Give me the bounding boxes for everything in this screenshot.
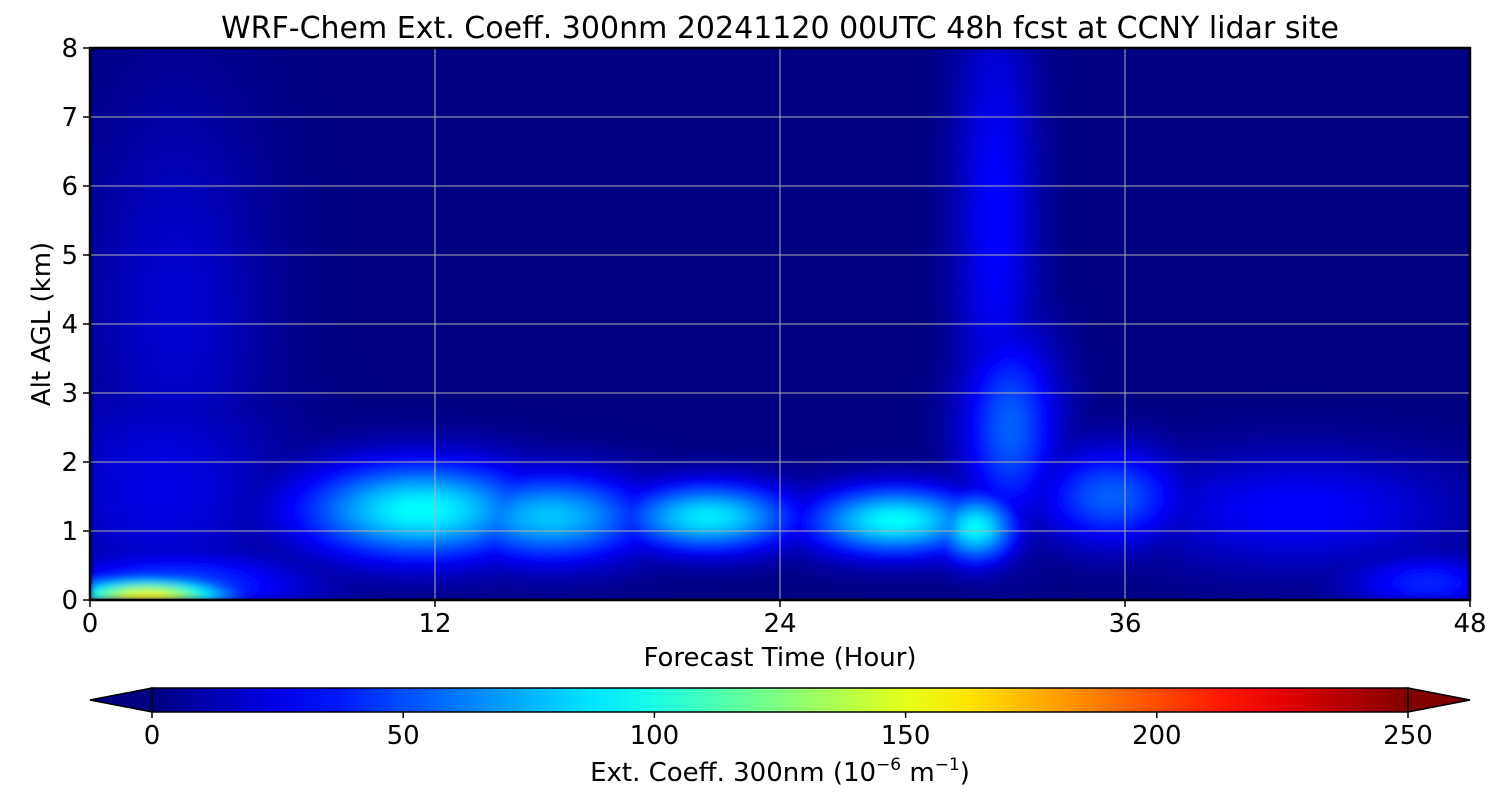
- colorbar-extend-min: [89, 687, 153, 713]
- y-axis-label: Alt AGL (km): [27, 242, 57, 406]
- y-tick-label: 8: [61, 34, 78, 64]
- x-tick-label: 0: [82, 609, 99, 639]
- colorbar-tick-label: 150: [881, 721, 931, 751]
- colorbar: 0 50 100 150 200 250 Ext. Coeff. 300nm (10−6 …: [89, 687, 1471, 788]
- x-tick-label: 48: [1453, 609, 1486, 639]
- y-axis-ticks: 0 1 2 3 4 5 6 7 8: [61, 34, 90, 616]
- x-axis-ticks: 0 12 24 36 48: [82, 600, 1487, 639]
- colorbar-ticks: 0 50 100 150 200 250: [144, 712, 1433, 751]
- y-tick-label: 5: [61, 241, 78, 271]
- x-axis-label: Forecast Time (Hour): [643, 643, 916, 673]
- x-tick-label: 36: [1108, 609, 1141, 639]
- y-tick-label: 3: [61, 379, 78, 409]
- colorbar-tick-label: 0: [144, 721, 161, 751]
- x-tick-label: 12: [418, 609, 451, 639]
- x-tick-label: 24: [763, 609, 796, 639]
- colorbar-label-prefix: Ext. Coeff. 300nm (10: [590, 758, 876, 788]
- colorbar-body: [151, 687, 1409, 713]
- colorbar-label-unit: m: [901, 758, 935, 788]
- y-tick-label: 6: [61, 172, 78, 202]
- colorbar-tick-label: 50: [387, 721, 420, 751]
- colorbar-extend-max: [1407, 687, 1471, 713]
- colorbar-tick-label: 100: [630, 721, 680, 751]
- chart-title: WRF-Chem Ext. Coeff. 300nm 20241120 00UT…: [221, 11, 1339, 46]
- y-tick-label: 4: [61, 310, 78, 340]
- colorbar-tick-label: 200: [1132, 721, 1182, 751]
- y-tick-label: 2: [61, 448, 78, 478]
- colorbar-label: Ext. Coeff. 300nm (10−6 m−1): [590, 755, 970, 788]
- y-tick-label: 7: [61, 103, 78, 133]
- colorbar-tick-label: 250: [1383, 721, 1433, 751]
- colorbar-label-suffix: ): [960, 758, 970, 788]
- grid-lines: [90, 48, 1470, 600]
- y-tick-label: 1: [61, 517, 78, 547]
- colorbar-label-exponent-2: −1: [935, 755, 960, 775]
- y-tick-label: 0: [61, 586, 78, 616]
- colorbar-label-exponent-1: −6: [876, 755, 901, 775]
